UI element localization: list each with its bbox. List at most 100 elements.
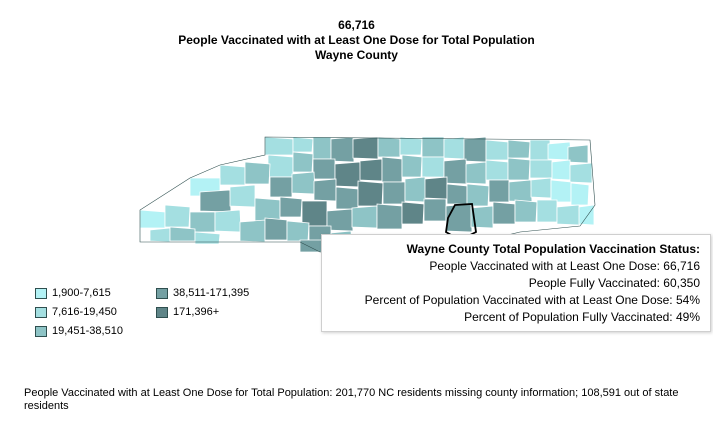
county-shape[interactable] [139,209,166,229]
legend-swatch [156,287,168,299]
county-shape[interactable] [239,219,266,243]
county-shape[interactable] [292,151,314,173]
county-shape[interactable] [463,136,487,163]
tooltip-line-one-dose: People Vaccinated with at Least One Dose… [429,259,700,273]
county-shape[interactable] [377,136,401,158]
county-shape[interactable] [507,139,531,159]
county-shape[interactable] [376,203,403,230]
county-layer [139,136,596,253]
county-shape[interactable] [194,231,221,245]
county-shape[interactable] [169,226,196,242]
county-shape[interactable] [423,198,447,222]
county-shape[interactable] [149,227,171,243]
county-shape[interactable] [299,239,323,253]
county-shape[interactable] [244,161,271,185]
county-shape[interactable] [382,181,406,205]
county-shape[interactable] [570,182,590,206]
county-shape[interactable] [330,136,355,163]
county-shape[interactable] [569,162,593,184]
county-shape[interactable] [470,205,494,229]
legend-item-bin4: 38,511-171,395 [156,287,249,299]
county-shape[interactable] [550,179,572,203]
county-shape[interactable] [514,199,538,223]
county-shape[interactable] [485,159,509,181]
legend-swatch [35,287,47,299]
county-shape[interactable] [529,159,553,179]
county-shape[interactable] [164,204,191,228]
county-shape[interactable] [267,154,294,178]
tooltip-title: Wayne County Total Population Vaccinatio… [406,242,700,256]
county-shape[interactable] [312,158,336,180]
legend-item-bin2: 7,616-19,450 [35,306,117,318]
county-shape[interactable] [401,154,423,178]
county-shape[interactable] [334,161,362,188]
county-shape[interactable] [269,176,293,198]
tooltip-line-fully: People Fully Vaccinated: 60,350 [528,276,700,290]
county-shape[interactable] [352,136,379,160]
county-shape[interactable] [313,178,337,202]
county-shape[interactable] [335,186,359,210]
county-shape[interactable] [404,176,427,203]
county-shape[interactable] [488,179,510,203]
county-shape[interactable] [292,136,314,153]
county-shape[interactable] [551,159,572,181]
county-shape[interactable] [381,156,403,183]
county-shape[interactable] [359,158,383,182]
county-shape[interactable] [399,136,423,156]
county-shape[interactable] [279,196,303,218]
county-shape[interactable] [326,208,354,232]
legend-label: 171,396+ [173,306,220,318]
legend-item-bin5: 171,396+ [156,306,219,318]
county-shape[interactable] [446,183,468,205]
county-shape[interactable] [301,200,328,227]
county-shape[interactable] [214,209,242,233]
legend-label: 7,616-19,450 [52,306,117,318]
county-shape[interactable] [199,189,232,213]
selected-county: Wayne County [315,48,398,62]
county-shape[interactable] [421,156,445,178]
county-shape[interactable] [357,180,384,207]
county-shape[interactable] [485,139,509,161]
county-shape[interactable] [465,161,487,185]
legend-item-bin1: 1,900-7,615 [35,287,111,299]
county-shape[interactable] [443,158,468,185]
legend-label: 38,511-171,395 [173,287,250,299]
county-shape[interactable] [219,164,246,186]
county-shape[interactable] [530,177,552,199]
county-shape[interactable] [536,199,558,223]
footnote: People Vaccinated with at Least One Dose… [24,387,679,412]
legend-swatch [35,325,47,337]
county-shape[interactable] [556,204,581,226]
county-shape[interactable] [229,184,256,208]
county-shape[interactable] [578,204,595,226]
legend-label: 19,451-38,510 [52,325,123,337]
county-shape[interactable] [312,136,332,160]
legend-swatch [35,306,47,318]
county-shape[interactable] [189,211,216,233]
county-shape[interactable] [421,136,445,158]
county-shape[interactable] [424,176,448,200]
county-shape[interactable] [507,157,531,181]
county-shape[interactable] [529,139,551,161]
county-shape[interactable] [547,141,572,161]
county-shape[interactable] [567,144,589,164]
legend-swatch [156,306,168,318]
tooltip-line-pct-fully: Percent of Population Fully Vaccinated: … [464,310,700,324]
county-shape[interactable] [286,220,310,242]
county-shape[interactable] [401,201,425,225]
county-shape[interactable] [264,136,294,156]
legend-label: 1,900-7,615 [52,287,111,299]
county-shape[interactable] [264,217,288,241]
tooltip-line-pct-one-dose: Percent of Population Vaccinated with at… [364,293,700,307]
county-shape[interactable] [351,205,378,229]
county-shape[interactable] [291,171,316,195]
metric-title: People Vaccinated with at Least One Dose… [178,33,535,47]
county-shape[interactable] [492,201,516,225]
county-shape[interactable] [466,183,490,207]
county-tooltip: Wayne County Total Population Vaccinatio… [321,234,711,332]
state-outline [139,136,596,253]
county-shape[interactable] [508,179,533,203]
county-shape[interactable] [445,203,473,233]
county-shape[interactable] [443,136,466,160]
